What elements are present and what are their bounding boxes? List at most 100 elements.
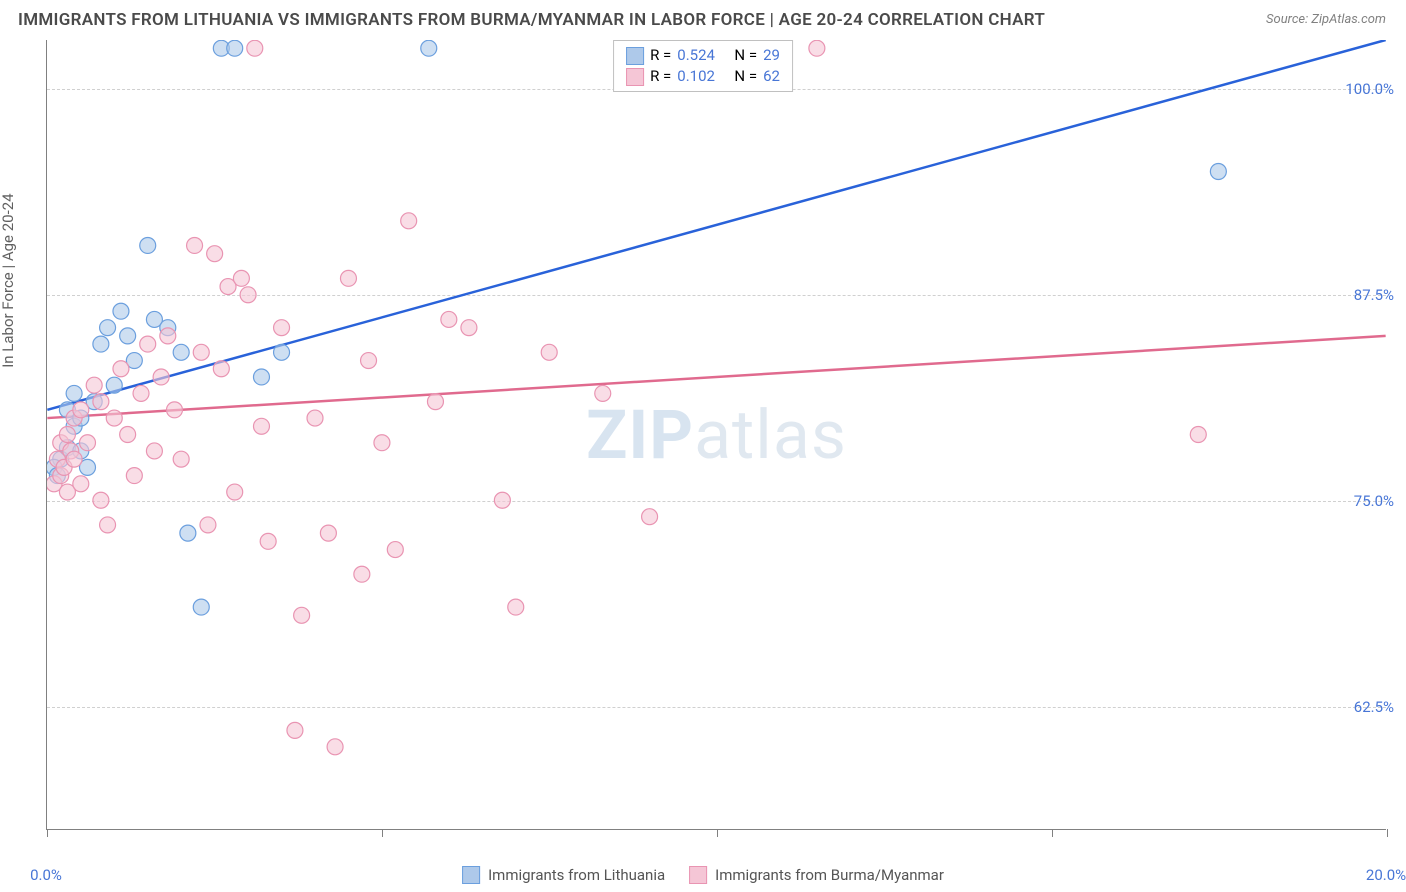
scatter-point [227, 484, 243, 500]
legend-swatch-pink [626, 68, 644, 86]
scatter-point [80, 435, 96, 451]
scatter-point [307, 410, 323, 426]
r-label: R = [650, 66, 671, 87]
scatter-point [207, 246, 223, 262]
scatter-plot-svg [47, 40, 1386, 829]
x-tick [1387, 829, 1388, 837]
scatter-point [421, 40, 437, 56]
scatter-point [133, 385, 149, 401]
trend-line [47, 336, 1385, 418]
scatter-point [508, 599, 524, 615]
x-tick [717, 829, 718, 837]
scatter-point [193, 344, 209, 360]
n-label: N = [734, 45, 757, 66]
scatter-point [494, 492, 510, 508]
scatter-point [809, 40, 825, 56]
scatter-point [253, 369, 269, 385]
scatter-point [187, 237, 203, 253]
x-tick [1052, 829, 1053, 837]
scatter-point [113, 303, 129, 319]
scatter-point [93, 394, 109, 410]
scatter-point [86, 377, 102, 393]
scatter-point [106, 410, 122, 426]
scatter-point [193, 599, 209, 615]
scatter-point [113, 361, 129, 377]
x-tick [47, 829, 48, 837]
legend-label-0: Immigrants from Lithuania [488, 866, 665, 884]
correlation-legend: R = 0.524 N = 29 R = 0.102 N = 62 [613, 40, 793, 92]
legend-item-burma: Immigrants from Burma/Myanmar [689, 866, 944, 884]
scatter-point [227, 40, 243, 56]
scatter-point [120, 328, 136, 344]
series-legend: Immigrants from Lithuania Immigrants fro… [462, 866, 944, 884]
scatter-point [401, 213, 417, 229]
scatter-point [126, 468, 142, 484]
scatter-point [233, 270, 249, 286]
scatter-point [320, 525, 336, 541]
r-value-0: 0.524 [677, 45, 715, 66]
scatter-point [427, 394, 443, 410]
scatter-point [247, 40, 263, 56]
scatter-point [66, 385, 82, 401]
legend-swatch-blue [626, 47, 644, 65]
scatter-point [100, 517, 116, 533]
scatter-point [59, 427, 75, 443]
scatter-point [340, 270, 356, 286]
r-value-1: 0.102 [677, 66, 715, 87]
scatter-point [146, 443, 162, 459]
scatter-point [100, 320, 116, 336]
scatter-point [180, 525, 196, 541]
scatter-point [327, 739, 343, 755]
legend-swatch-pink [689, 866, 707, 884]
scatter-point [240, 287, 256, 303]
scatter-point [153, 369, 169, 385]
scatter-point [274, 344, 290, 360]
legend-label-1: Immigrants from Burma/Myanmar [715, 866, 944, 884]
scatter-point [1210, 164, 1226, 180]
chart-container: IMMIGRANTS FROM LITHUANIA VS IMMIGRANTS … [0, 0, 1406, 892]
legend-swatch-blue [462, 866, 480, 884]
chart-title: IMMIGRANTS FROM LITHUANIA VS IMMIGRANTS … [18, 10, 1045, 30]
scatter-point [173, 451, 189, 467]
legend-row-series-0: R = 0.524 N = 29 [626, 45, 780, 66]
trend-line [47, 40, 1385, 410]
scatter-point [140, 336, 156, 352]
scatter-point [260, 533, 276, 549]
scatter-point [361, 353, 377, 369]
scatter-point [73, 476, 89, 492]
scatter-point [200, 517, 216, 533]
scatter-point [160, 328, 176, 344]
n-value-0: 29 [763, 45, 780, 66]
plot-area: ZIPatlas [46, 40, 1386, 830]
scatter-point [166, 402, 182, 418]
scatter-point [541, 344, 557, 360]
legend-item-lithuania: Immigrants from Lithuania [462, 866, 665, 884]
x-tick-label: 20.0% [1366, 866, 1406, 884]
n-label: N = [734, 66, 757, 87]
scatter-point [274, 320, 290, 336]
legend-row-series-1: R = 0.102 N = 62 [626, 66, 780, 87]
r-label: R = [650, 45, 671, 66]
scatter-point [66, 451, 82, 467]
source-attribution: Source: ZipAtlas.com [1266, 12, 1386, 27]
scatter-point [387, 542, 403, 558]
scatter-point [140, 237, 156, 253]
scatter-point [595, 385, 611, 401]
y-axis-label: In Labor Force | Age 20-24 [0, 193, 17, 367]
x-tick-label: 0.0% [30, 866, 62, 884]
scatter-point [73, 402, 89, 418]
scatter-point [93, 336, 109, 352]
scatter-point [294, 607, 310, 623]
scatter-point [1190, 427, 1206, 443]
x-tick [382, 829, 383, 837]
scatter-point [106, 377, 122, 393]
scatter-point [253, 418, 269, 434]
scatter-point [93, 492, 109, 508]
scatter-point [441, 311, 457, 327]
scatter-point [120, 427, 136, 443]
scatter-point [173, 344, 189, 360]
n-value-1: 62 [763, 66, 780, 87]
scatter-point [461, 320, 477, 336]
scatter-point [287, 722, 303, 738]
scatter-point [213, 361, 229, 377]
